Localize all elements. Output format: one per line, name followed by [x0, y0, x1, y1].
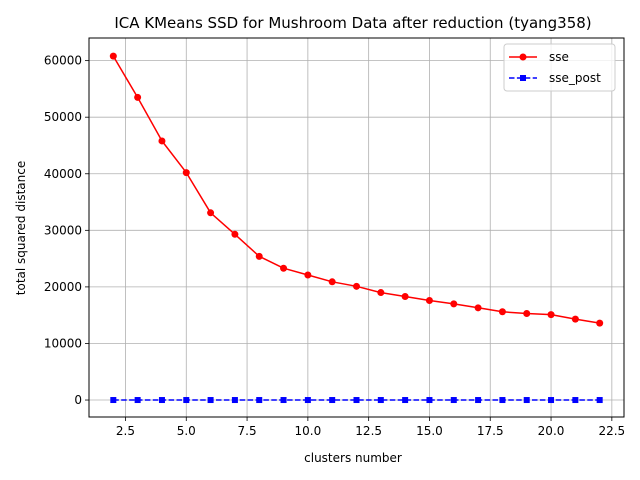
data-point-sse: [596, 319, 604, 327]
data-point-sse_post: [353, 397, 360, 404]
data-point-sse_post: [158, 397, 165, 404]
data-point-sse_post: [304, 397, 311, 404]
x-tick-label: 12.5: [355, 424, 382, 438]
data-point-sse: [207, 209, 215, 217]
legend-swatch-marker: [519, 53, 527, 61]
x-axis-title: clusters number: [304, 451, 402, 465]
data-point-sse: [571, 315, 579, 323]
plot-frame: [88, 37, 625, 418]
data-point-sse: [328, 278, 336, 286]
data-point-sse_post: [572, 397, 579, 404]
data-point-sse: [134, 93, 142, 101]
x-tick-label: 15.0: [416, 424, 443, 438]
data-point-sse_post: [207, 397, 214, 404]
y-tick-label: 60000: [44, 54, 82, 68]
data-point-sse_post: [499, 397, 506, 404]
chart-title: ICA KMeans SSD for Mushroom Data after r…: [114, 14, 591, 32]
data-point-sse: [401, 293, 409, 301]
data-point-sse_post: [110, 397, 117, 404]
data-point-sse_post: [450, 397, 457, 404]
data-point-sse: [158, 137, 166, 145]
x-axis-ticks: 2.5 5.0 7.5 10.0 12.5 15.0 17.5 20.0 22.5: [116, 417, 625, 438]
y-axis-ticks: 0 10000 20000 30000 40000 50000 60000: [44, 54, 89, 407]
data-point-sse_post: [426, 397, 433, 404]
legend-entries: sse sse_post: [509, 50, 601, 85]
x-tick-label: 17.5: [477, 424, 504, 438]
legend-box: [503, 43, 616, 92]
data-point-sse: [304, 271, 312, 279]
data-point-sse_post: [280, 397, 287, 404]
data-point-sse: [547, 311, 555, 319]
plot-series: [109, 52, 604, 404]
legend-swatch-marker: [520, 75, 526, 81]
y-tick-label: 30000: [44, 223, 82, 237]
data-point-sse_post: [256, 397, 263, 404]
data-point-sse: [523, 309, 531, 317]
data-point-sse: [182, 169, 190, 177]
data-point-sse_post: [523, 397, 530, 404]
y-tick-label: 10000: [44, 336, 82, 350]
data-point-sse_post: [377, 397, 384, 404]
data-point-sse_post: [329, 397, 336, 404]
legend-label: sse: [549, 50, 569, 64]
y-tick-label: 40000: [44, 167, 82, 181]
data-point-sse: [231, 230, 239, 238]
data-point-sse: [425, 296, 433, 304]
y-axis-title: total squared distance: [14, 161, 28, 295]
x-tick-label: 7.5: [238, 424, 257, 438]
grid: [89, 38, 624, 417]
data-point-sse_post: [134, 397, 141, 404]
x-tick-label: 20.0: [538, 424, 565, 438]
data-point-sse: [280, 264, 288, 272]
legend-label: sse_post: [549, 71, 601, 85]
x-tick-label: 2.5: [116, 424, 135, 438]
data-point-sse_post: [402, 397, 409, 404]
data-point-sse: [255, 252, 263, 260]
y-tick-label: 0: [74, 393, 82, 407]
data-point-sse: [450, 300, 458, 308]
data-point-sse: [353, 282, 360, 290]
data-point-sse_post: [183, 397, 190, 404]
data-point-sse: [109, 52, 117, 60]
data-point-sse_post: [475, 397, 482, 404]
data-point-sse_post: [596, 397, 603, 404]
data-point-sse: [498, 308, 506, 316]
x-tick-label: 5.0: [177, 424, 196, 438]
data-point-sse_post: [548, 397, 555, 404]
data-point-sse_post: [231, 397, 238, 404]
legend: sse sse_post: [503, 43, 616, 92]
x-tick-label: 10.0: [295, 424, 322, 438]
data-point-sse: [377, 289, 385, 297]
x-tick-label: 22.5: [598, 424, 625, 438]
y-tick-label: 20000: [44, 280, 82, 294]
y-tick-label: 50000: [44, 110, 82, 124]
data-point-sse: [474, 304, 482, 312]
